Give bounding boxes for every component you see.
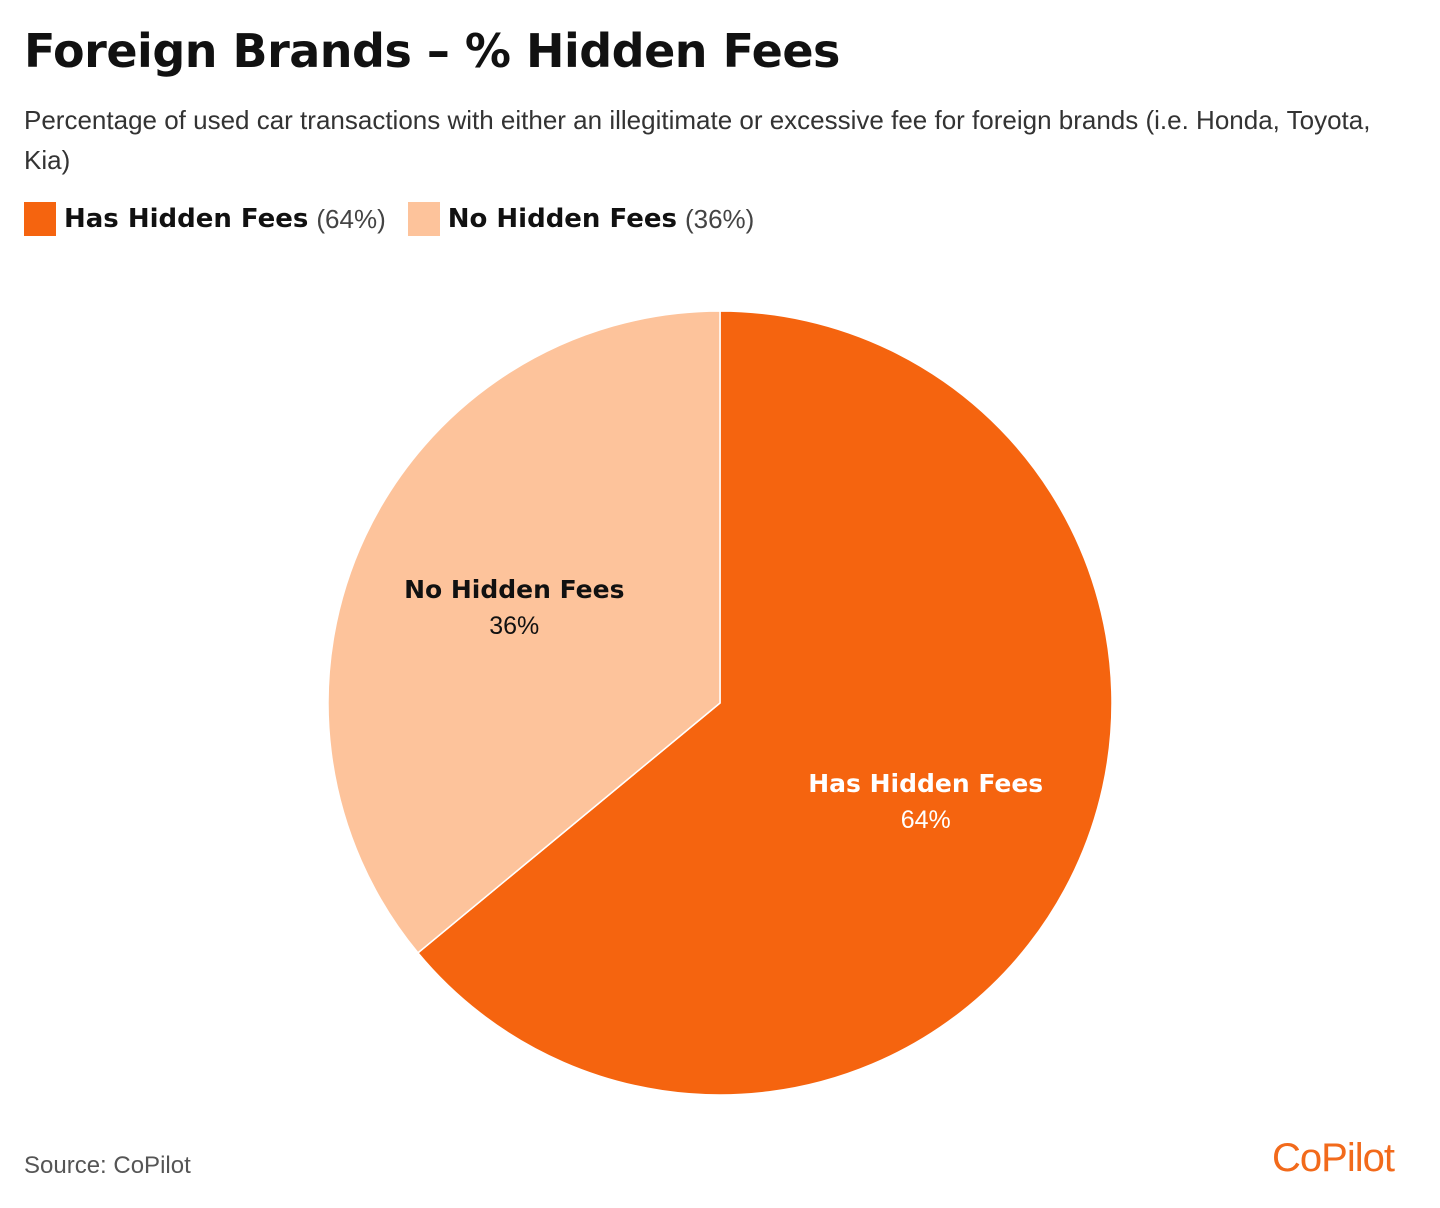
slice-label-value: 64% [901,806,951,834]
legend-percent: (64%) [316,203,386,234]
legend-swatch [407,202,440,236]
legend-item-has-hidden-fees: Has Hidden Fees (64%) [24,202,386,236]
legend-label: Has Hidden Fees [64,204,309,234]
copilot-logo: CoPilot [1272,1136,1395,1180]
legend-label: No Hidden Fees [447,204,677,234]
chart-title: Foreign Brands – % Hidden Fees [24,24,840,78]
pie-slice-has-hidden-fees [416,310,1113,1096]
legend-item-no-hidden-fees: No Hidden Fees (36%) [407,202,755,236]
legend: Has Hidden Fees (64%) No Hidden Fees (36… [24,202,776,236]
pie-slice-no-hidden-fees [327,310,721,954]
slice-label-name: No Hidden Fees [404,575,624,604]
slice-label-value: 36% [489,612,539,640]
legend-swatch [24,202,56,236]
source-note: Source: CoPilot [24,1152,191,1179]
legend-percent: (36%) [684,203,755,234]
chart-subtitle: Percentage of used car transactions with… [24,105,1371,175]
slice-label-name: Has Hidden Fees [808,769,1043,798]
